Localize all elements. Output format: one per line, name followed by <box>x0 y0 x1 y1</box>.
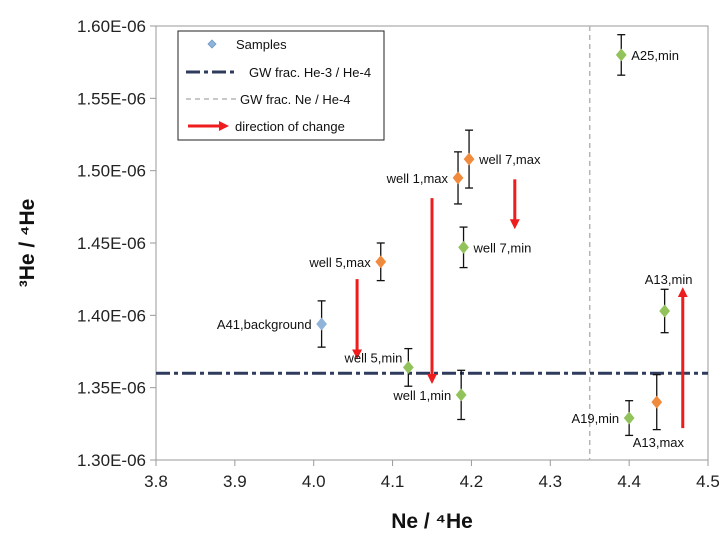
point-label: well 7,min <box>473 240 532 255</box>
x-tick-label: 3.9 <box>223 472 247 491</box>
x-tick-label: 4.2 <box>460 472 484 491</box>
reference-lines <box>156 26 708 460</box>
y-tick-label: 1.35E-06 <box>77 379 146 398</box>
data-point <box>402 360 414 374</box>
legend-samples-marker <box>207 39 217 49</box>
y-tick-label: 1.60E-06 <box>77 17 146 36</box>
data-point <box>452 171 464 185</box>
point-label: A41,background <box>217 317 312 332</box>
data-points: A41,background well 5,max well 5,min well 1… <box>217 34 693 450</box>
point-label: A25,min <box>631 48 679 63</box>
point-label: A19,min <box>571 411 619 426</box>
data-point <box>615 48 627 62</box>
y-tick-label: 1.30E-06 <box>77 451 146 470</box>
data-point <box>651 395 663 409</box>
y-tick-label: 1.50E-06 <box>77 162 146 181</box>
point-label: well 7,max <box>478 152 541 167</box>
point-label: well 1,max <box>386 171 449 186</box>
point-label: well 1,min <box>392 388 451 403</box>
point-label: A13,min <box>645 272 693 287</box>
x-tick-label: 4.5 <box>696 472 719 491</box>
y-axis-title: ³He / ⁴He <box>16 199 39 288</box>
point-label: well 5,min <box>344 350 403 365</box>
x-tick-label: 4.3 <box>538 472 562 491</box>
x-axis-ticks: 3.8 3.9 4.0 4.1 4.2 4.3 4.4 4.5 <box>144 460 719 491</box>
data-point <box>316 317 327 331</box>
data-point <box>623 411 635 425</box>
data-point <box>458 240 469 254</box>
legend: Samples GW frac. He-3 / He-4 GW frac. Ne… <box>177 30 385 141</box>
x-tick-label: 4.1 <box>381 472 405 491</box>
legend-box <box>177 30 385 141</box>
data-point <box>455 388 467 402</box>
y-tick-label: 1.40E-06 <box>77 306 146 325</box>
data-point <box>375 255 387 269</box>
y-axis-ticks: 1.30E-06 1.35E-06 1.40E-06 1.45E-06 1.50E-06… <box>77 17 156 470</box>
legend-samples-label: Samples <box>236 37 287 52</box>
x-axis-title: Ne / ⁴He <box>391 510 473 533</box>
y-tick-label: 1.45E-06 <box>77 234 146 253</box>
legend-arrow-label: direction of change <box>235 119 345 134</box>
y-tick-label: 1.55E-06 <box>77 89 146 108</box>
x-tick-label: 3.8 <box>144 472 168 491</box>
legend-gw-he-label: GW frac. He-3 / He-4 <box>249 65 371 80</box>
data-point <box>463 152 475 166</box>
point-label: A13,max <box>633 435 685 450</box>
direction-arrows <box>352 179 688 429</box>
x-tick-label: 4.0 <box>302 472 326 491</box>
legend-gw-ne-label: GW frac. Ne / He-4 <box>240 92 351 107</box>
x-tick-label: 4.4 <box>617 472 641 491</box>
point-label: well 5,max <box>308 255 371 270</box>
data-point <box>659 304 671 318</box>
